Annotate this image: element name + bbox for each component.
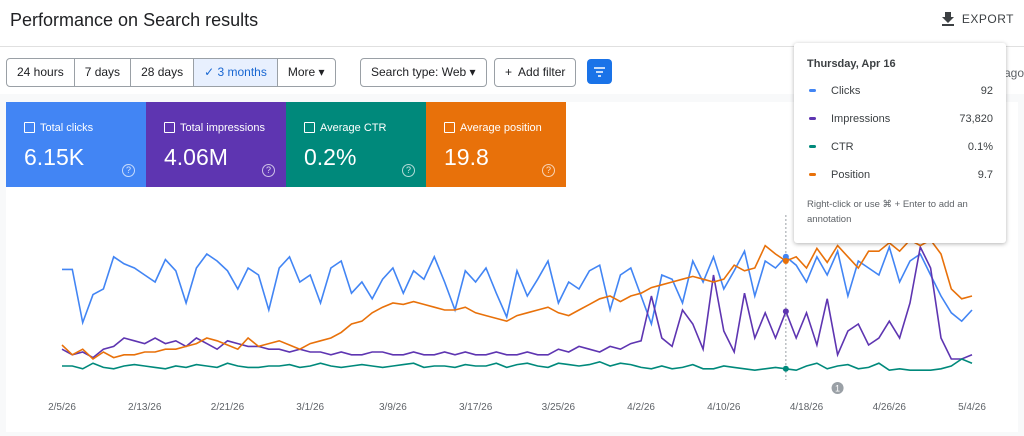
hover-point	[782, 308, 789, 315]
range-label: More	[287, 65, 316, 79]
checkbox	[24, 122, 35, 133]
legend-swatch	[809, 173, 816, 176]
metric-label: Total impressions	[180, 122, 265, 134]
x-tick-label: 2/21/26	[211, 402, 245, 413]
x-tick-label: 3/1/26	[296, 402, 324, 413]
hover-point	[782, 253, 789, 260]
tooltip-label: CTR	[831, 141, 854, 153]
range-button[interactable]: 7 days	[75, 59, 132, 86]
divider	[0, 46, 1024, 47]
series-line	[61, 238, 973, 361]
range-label: 24 hours	[17, 65, 64, 79]
tooltip: Thursday, Apr 16 Right-click or use ⌘ + …	[794, 43, 1006, 243]
page-title: Performance on Search results	[10, 10, 259, 30]
annotation-marker[interactable]	[831, 382, 844, 394]
help-icon: ?	[262, 164, 275, 177]
tooltip-value: 73,820	[959, 113, 993, 125]
x-tick-label: 4/26/26	[873, 402, 907, 413]
metric-card[interactable]: Average CTR 0.2%?	[286, 102, 426, 187]
metric-card[interactable]: Average position 19.8?	[426, 102, 566, 187]
x-tick-label: 3/17/26	[459, 402, 493, 413]
x-tick-label: 2/5/26	[48, 402, 76, 413]
metric-value: 19.8	[444, 144, 489, 170]
series-line	[62, 244, 973, 327]
series-line	[61, 244, 973, 360]
x-tick-label: 4/2/26	[627, 402, 655, 413]
x-tick-label: 3/9/26	[379, 402, 407, 413]
hover-point	[782, 365, 789, 372]
range-button[interactable]: 24 hours	[7, 59, 75, 86]
metric-value: 0.2%	[304, 144, 357, 170]
range-button[interactable]: More ▾	[287, 65, 325, 79]
range-label: 3 months	[217, 65, 267, 79]
search-type-label: Search type: Web	[371, 65, 467, 79]
metric-label: Total clicks	[40, 122, 94, 134]
x-tick-label: 3/25/26	[542, 402, 576, 413]
add-filter-label: Add filter	[518, 65, 566, 79]
x-tick-label: 4/18/26	[790, 402, 824, 413]
help-icon: ?	[402, 164, 415, 177]
x-tick-label: 2/13/26	[128, 402, 162, 413]
metric-label: Average position	[460, 122, 542, 134]
date-range-group: 24 hours 7 days 28 days ✓ 3 months More ▾	[6, 58, 336, 87]
tooltip-row: Position 9.7	[807, 169, 993, 183]
help-icon: ?	[122, 164, 135, 177]
annotation-label: 1	[835, 384, 840, 394]
tooltip-row: Impressions 73,820	[807, 113, 993, 127]
hover-point	[782, 258, 789, 264]
range-button[interactable]: ✓ 3 months	[194, 59, 278, 86]
help-icon: ?	[542, 164, 555, 177]
filter-icon-button[interactable]	[587, 59, 612, 84]
add-filter-button[interactable]: + Add filter	[494, 58, 577, 87]
tooltip-note: Right-click or use ⌘ + Enter to add an a…	[807, 199, 968, 225]
tooltip-label: Position	[831, 169, 871, 181]
x-tick-label: 5/4/26	[958, 402, 986, 413]
legend-swatch	[809, 89, 816, 92]
tooltip-value: 0.1%	[967, 141, 993, 153]
download-icon	[941, 12, 954, 26]
tooltip-date: Thursday, Apr 16	[807, 58, 896, 70]
metric-value: 6.15K	[24, 144, 85, 170]
metric-card[interactable]: Total impressions 4.06M?	[146, 102, 286, 187]
checkbox	[304, 122, 315, 133]
updated-label: ago	[1004, 66, 1024, 80]
search-type-button[interactable]: Search type: Web ▾	[360, 58, 487, 87]
tooltip-value: 92	[980, 85, 993, 97]
checkbox	[444, 122, 455, 133]
tooltip-value: 9.7	[977, 169, 993, 181]
range-label: 7 days	[84, 65, 121, 79]
tooltip-row: Clicks 92	[807, 85, 993, 99]
legend-swatch	[809, 145, 816, 148]
export-button[interactable]: EXPORT	[941, 12, 1014, 26]
metric-label: Average CTR	[320, 122, 387, 134]
range-button[interactable]: 28 days	[131, 59, 195, 86]
metric-card[interactable]: Total clicks 6.15K?	[6, 102, 146, 187]
range-label: 28 days	[141, 65, 184, 79]
tooltip-label: Clicks	[831, 85, 861, 97]
filter-icon	[594, 67, 605, 77]
series-line	[62, 358, 973, 372]
x-tick-label: 4/10/26	[707, 402, 741, 413]
checkbox	[164, 122, 175, 133]
tooltip-label: Impressions	[831, 113, 891, 125]
metric-value: 4.06M	[164, 144, 228, 170]
legend-swatch	[809, 117, 816, 120]
tooltip-row: CTR 0.1%	[807, 141, 993, 155]
export-label: EXPORT	[961, 12, 1014, 26]
